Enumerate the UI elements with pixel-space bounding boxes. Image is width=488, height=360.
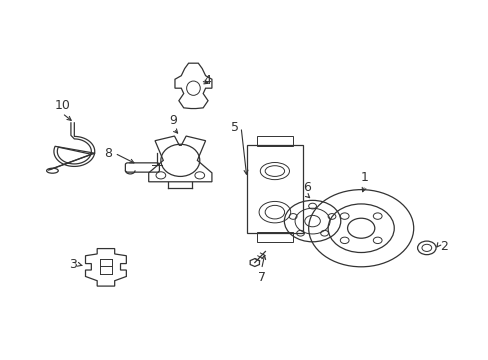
- Bar: [256, 232, 292, 242]
- Text: 5: 5: [230, 121, 238, 134]
- Text: 2: 2: [439, 240, 447, 253]
- Text: 6: 6: [302, 181, 310, 194]
- Text: 1: 1: [361, 171, 368, 184]
- Text: 8: 8: [104, 147, 112, 160]
- Bar: [246, 145, 302, 233]
- Text: 10: 10: [54, 99, 70, 112]
- Bar: [256, 136, 292, 146]
- Text: 7: 7: [257, 271, 265, 284]
- Text: 3: 3: [69, 258, 77, 271]
- Text: 4: 4: [203, 74, 211, 87]
- Text: 9: 9: [169, 114, 177, 127]
